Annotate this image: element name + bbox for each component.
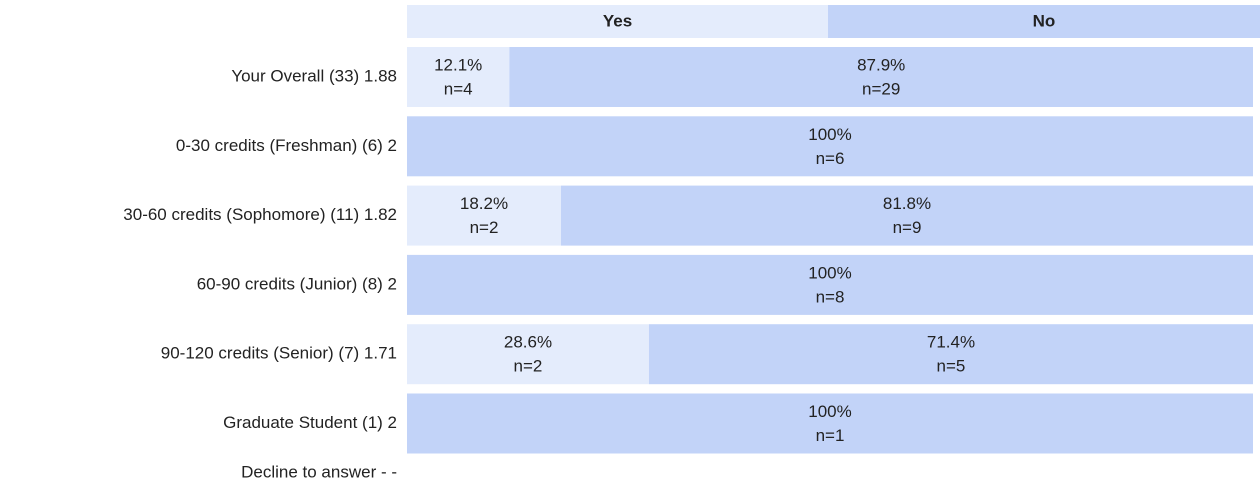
value-label: 100%	[808, 402, 851, 421]
bar-segment	[407, 254, 1253, 315]
bar-segment	[407, 185, 561, 246]
value-label: 100%	[808, 125, 851, 144]
header-cell	[828, 5, 1260, 38]
bar-segment	[407, 324, 649, 385]
count-label: n=2	[514, 357, 543, 376]
count-label: n=6	[816, 149, 845, 168]
count-label: n=2	[470, 218, 499, 237]
value-label: 28.6%	[504, 333, 552, 352]
bar-segment	[407, 116, 1253, 177]
row-label: Your Overall (33) 1.88	[231, 66, 397, 85]
count-label: n=29	[862, 79, 900, 98]
row-label: 30-60 credits (Sophomore) (11) 1.82	[123, 205, 397, 224]
header-label: Yes	[603, 11, 632, 30]
row-label: Graduate Student (1) 2	[223, 413, 397, 432]
value-label: 71.4%	[927, 333, 975, 352]
row-label: Decline to answer - -	[241, 462, 397, 481]
value-label: 12.1%	[434, 55, 482, 74]
bar-segment	[560, 185, 1253, 246]
count-label: n=4	[444, 79, 473, 98]
row-label: 90-120 credits (Senior) (7) 1.71	[161, 344, 397, 363]
bar-segment	[509, 47, 1254, 107]
bar-segment	[407, 47, 510, 107]
count-label: n=5	[937, 357, 966, 376]
value-label: 87.9%	[857, 55, 905, 74]
row-label: 0-30 credits (Freshman) (6) 2	[176, 136, 397, 155]
value-label: 18.2%	[460, 194, 508, 213]
header-label: No	[1033, 11, 1056, 30]
count-label: n=1	[816, 426, 845, 445]
count-label: n=9	[893, 218, 922, 237]
count-label: n=8	[816, 287, 845, 306]
value-label: 100%	[808, 263, 851, 282]
value-label: 81.8%	[883, 194, 931, 213]
bar-segment	[407, 393, 1253, 454]
bar-segment	[648, 324, 1253, 385]
row-label: 60-90 credits (Junior) (8) 2	[197, 274, 397, 293]
header-cell	[407, 5, 828, 38]
